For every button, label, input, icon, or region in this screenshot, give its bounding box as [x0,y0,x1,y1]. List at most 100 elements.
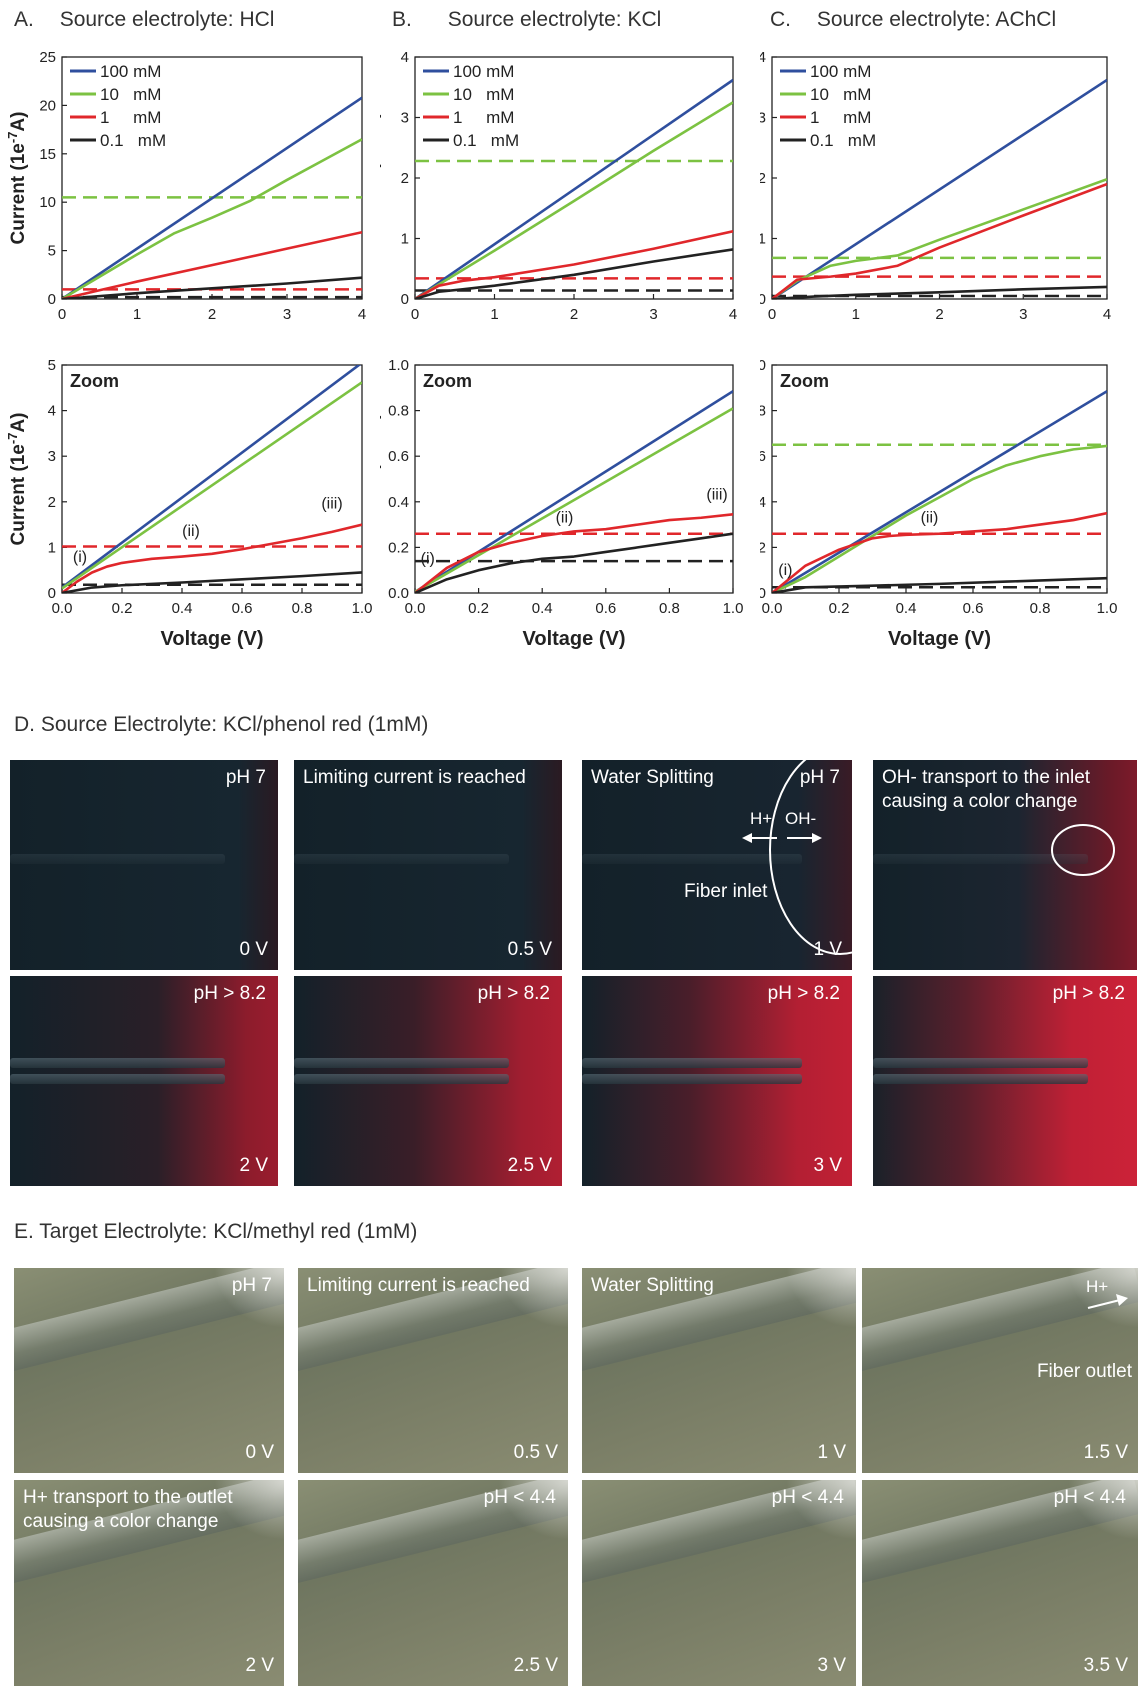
legend-label: 100 mM [810,62,871,81]
series-line-black [62,571,362,593]
series-line-red [415,229,733,299]
panel-voltage-label: 0.5 V [513,1442,558,1464]
series-line-blue [62,365,362,589]
y-tick-label: 3 [48,448,56,465]
phenol-panel-oh-transport: OH- transport to the inlet causing a col… [873,760,1137,970]
panel-voltage-label: 0 V [245,1442,274,1464]
chart-a-full: 0 1 2 3 4 0 5 10 15 20 25 Current (1e-7A) 100 mM 10 m… [5,49,366,323]
series-line-red [772,511,1107,593]
series-line-green [62,381,362,590]
chart-b-letter: B. [392,8,412,31]
plot-frame [414,364,734,594]
y-tick-label: 0.2 [388,539,409,556]
y-axis-label: Current (1e-7A) [380,112,382,245]
methyl-panel-2v: H+ transport to the outlet causing a col… [14,1480,284,1686]
panel-ph-label: pH 7 [231,1275,272,1296]
series-line-black [415,248,733,299]
x-tick-label: 0.8 [292,600,313,617]
y-tick-label: 0.8 [388,403,409,420]
chart-c-zoom: 0.00.20.40.60.81.00.00.20.40.60.81.0Curr… [760,357,1117,650]
y-tick-label: 2 [760,170,766,187]
phenol-panel-last: pH > 8.2 [873,976,1137,1186]
legend-label: 100 mM [453,62,514,81]
plot-area [415,78,733,299]
chart-b-full: 0 1 2 3 4 0 1 2 3 4 Current (1e-7A) 100 mM 10 mM 1 mM… [380,49,737,323]
chart-c-title-text: Source electrolyte: AChCl [816,8,1057,31]
panel-ph-label: pH > 8.2 [1052,983,1125,1004]
legend-label: 1 mM [810,108,871,127]
panel-voltage-label: 1.5 V [1083,1442,1128,1464]
plot-frame [61,364,363,594]
series-line-black [62,276,362,299]
y-tick-label: 1 [401,231,409,248]
y-tick-label: 0.4 [760,494,766,511]
x-tick-label: 0.2 [468,600,489,617]
chart-c-letter: C. [770,8,791,31]
y-tick-label: 5 [48,243,56,260]
x-tick-label: 2 [208,306,216,323]
x-tick-label: 4 [729,306,737,323]
chart-a-title: A. Source electrolyte: HCl [14,8,274,32]
panel-caption: H+ transport to the outlet causing a col… [23,1487,233,1532]
legend-label: 100 mM [100,62,161,81]
y-tick-label: 1.0 [760,357,766,374]
methyl-panel-1v: Water Splitting 1 V [582,1268,856,1473]
chart-b-title-text: Source electrolyte: KCl [447,8,662,31]
series-line-red [62,230,362,299]
series-line-blue [772,390,1107,593]
panel-voltage-label: 2 V [245,1655,274,1677]
x-axis-label: Voltage (V) [523,628,626,650]
series-line-blue [62,96,362,299]
panel-voltage-label: 3 V [813,1155,842,1177]
y-tick-label: 0 [760,291,766,308]
legend-label: 10 mM [100,85,161,104]
y-tick-label: 0 [401,291,409,308]
x-tick-label: 1.0 [723,600,744,617]
ohminus-arrow-head [812,833,822,843]
inlet-ellipse [769,760,852,955]
y-tick-label: 1.0 [388,357,409,374]
x-tick-label: 1 [490,306,498,323]
section-e-title: E. Target Electrolyte: KCl/methyl red (1… [14,1220,418,1243]
y-tick-label: 4 [760,49,766,66]
phenol-panel-1v: Water Splitting pH 7 H+ OH- Fiber inlet … [582,760,852,970]
series-line-red [772,182,1107,299]
methyl-panel-3v: pH < 4.4 3 V [582,1480,856,1686]
plot-frame [771,364,1108,594]
panel-caption: Water Splitting [591,1275,714,1296]
x-tick-label: 0.0 [762,600,783,617]
plot-area [415,390,733,593]
y-tick-label: 0 [48,585,56,602]
x-tick-label: 0.8 [659,600,680,617]
zoom-label: Zoom [780,371,829,391]
x-tick-label: 1 [852,306,860,323]
annotation-label: (i) [421,550,435,567]
x-tick-label: 3 [1019,306,1027,323]
x-tick-label: 0 [411,306,419,323]
y-tick-label: 2 [401,170,409,187]
x-tick-label: 1 [133,306,141,323]
series-line-green [772,444,1107,593]
annotation-label: (ii) [556,509,574,526]
panel-ph-label: pH < 4.4 [771,1487,844,1508]
legend-label: 1 mM [453,108,514,127]
legend-label: 0.1 mM [453,131,519,150]
y-tick-label: 0.4 [388,494,409,511]
panel-voltage-label: 2.5 V [513,1655,558,1677]
x-tick-label: 1.0 [352,600,373,617]
y-tick-label: 0.6 [388,448,409,465]
panel-voltage-label: 1 V [813,939,842,961]
legend-label: 0.1 mM [100,131,166,150]
annotation-label: (iii) [706,487,727,504]
plot-area [62,365,362,593]
y-tick-label: 4 [48,403,56,420]
x-tick-label: 4 [358,306,366,323]
fiber-outlet-label: Fiber outlet [1036,1361,1132,1382]
x-axis-label: Voltage (V) [888,628,991,650]
chart-b-title: B. Source electrolyte: KCl [392,8,661,32]
series-line-black [415,532,733,593]
y-tick-label: 0.2 [760,539,766,556]
x-tick-label: 0.2 [829,600,850,617]
water-splitting-arrows [742,760,852,955]
legend-label: 1 mM [100,108,161,127]
